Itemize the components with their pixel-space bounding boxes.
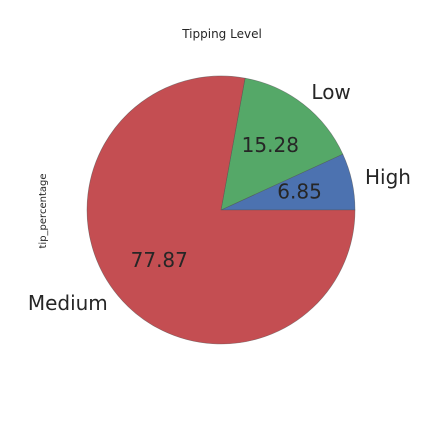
pie-labels: High 6.85 Low 15.28 Medium 77.87 [28,80,411,315]
pie-slice-low [220,77,344,211]
y-axis-label: tip_percentage [38,174,49,249]
pie-slice-medium [86,75,356,345]
chart-title: Tipping Level [181,27,262,41]
slice-value-low: 15.28 [242,133,299,157]
slice-value-high: 6.85 [277,179,322,203]
pie-slices [86,75,356,345]
slice-label-high: High [365,165,411,189]
slice-value-medium: 77.87 [131,248,188,272]
slice-label-low: Low [311,80,350,104]
slice-label-medium: Medium [28,291,108,315]
